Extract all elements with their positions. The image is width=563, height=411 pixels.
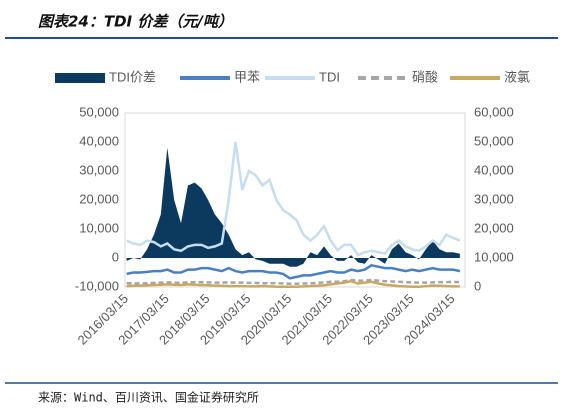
legend-swatch (55, 73, 105, 83)
y2-tick-label: 50,000 (474, 133, 514, 148)
y2-tick-label: 30,000 (474, 191, 514, 206)
y2-tick-label: 20,000 (474, 220, 514, 235)
chart-title: 图表24：TDI 价差（元/吨） (38, 13, 233, 31)
area (126, 147, 460, 267)
y-tick-label: 30,000 (79, 162, 119, 177)
y-tick-label: 0 (112, 249, 119, 264)
y-tick-label: 50,000 (79, 104, 119, 119)
source: 来源：Wind、百川资讯、国金证券研究所 (38, 390, 259, 405)
line (126, 278, 460, 286)
legend-label: TDI (319, 69, 340, 84)
y-tick-label: 10,000 (79, 220, 119, 235)
y2-tick-label: 40,000 (474, 162, 514, 177)
y-tick-label: -10,000 (75, 278, 119, 293)
line (126, 263, 461, 280)
legend-label: 甲苯 (234, 69, 260, 84)
y2-tick-label: 60,000 (474, 104, 514, 119)
legend-label: TDI价差 (109, 69, 156, 84)
y-tick-label: 20,000 (79, 191, 119, 206)
y2-tick-label: 10,000 (474, 249, 514, 264)
y-tick-label: 40,000 (79, 133, 119, 148)
line (126, 279, 460, 288)
line (126, 141, 461, 257)
legend-label: 液氯 (504, 69, 530, 84)
legend-label: 硝酸 (412, 69, 438, 84)
y2-tick-label: 0 (474, 278, 481, 293)
